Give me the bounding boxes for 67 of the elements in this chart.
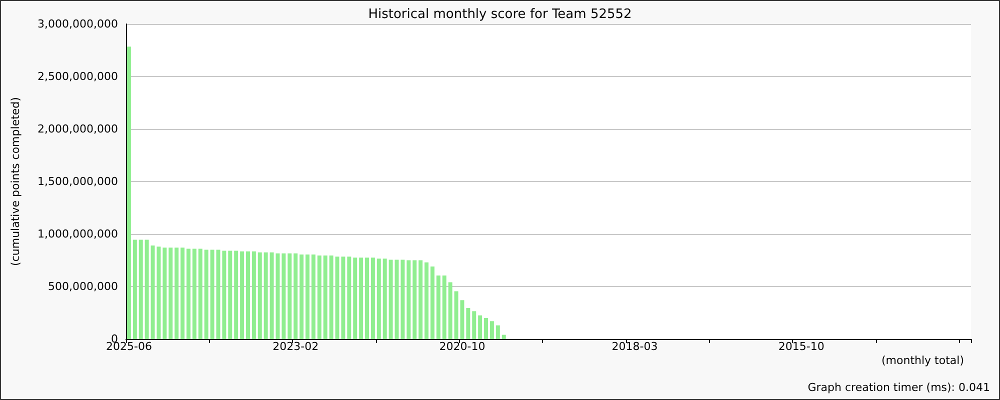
y-tick-label: 2,000,000,000 — [38, 122, 118, 136]
bar — [472, 311, 476, 339]
bar — [180, 248, 185, 339]
bar — [300, 254, 304, 339]
bar — [246, 251, 250, 339]
bar — [317, 256, 322, 339]
bar — [174, 248, 179, 339]
x-tick-label: 2023-02 — [272, 340, 319, 353]
chart-title: Historical monthly score for Team 52552 — [368, 7, 632, 22]
x-axis-title: (monthly total) — [882, 354, 964, 367]
bar — [132, 240, 137, 339]
bar — [347, 256, 352, 339]
bar — [484, 318, 488, 339]
bar — [306, 254, 310, 339]
bar — [264, 252, 268, 339]
bar — [436, 275, 440, 339]
bar — [204, 250, 208, 339]
y-tick-label: 2,500,000,000 — [38, 70, 118, 83]
bar — [341, 256, 346, 339]
bar — [370, 258, 375, 339]
bar — [162, 248, 167, 339]
bar — [376, 258, 381, 339]
bar — [282, 253, 286, 339]
bar — [502, 334, 506, 339]
bar — [323, 256, 328, 339]
bar — [222, 250, 226, 339]
bar — [406, 260, 411, 339]
bar — [234, 250, 238, 339]
bar — [496, 325, 500, 339]
bar — [388, 260, 393, 339]
bar — [144, 240, 149, 339]
bar — [258, 252, 262, 339]
bar — [138, 240, 143, 339]
bar — [490, 321, 494, 339]
y-tick-label: 500,000,000 — [48, 280, 118, 293]
text: Graph creation timer (ms): 0.041 — [808, 381, 990, 394]
bar — [466, 308, 470, 339]
bar — [294, 253, 298, 339]
bar — [365, 258, 369, 339]
bar — [198, 248, 202, 339]
bar — [448, 282, 452, 339]
x-tick-label: 2020-10 — [439, 340, 486, 353]
bar — [126, 46, 131, 339]
bar — [168, 248, 173, 339]
bar — [424, 262, 429, 339]
bar — [418, 260, 423, 339]
bar — [252, 251, 256, 339]
bar — [478, 315, 482, 339]
x-tick-label: 2018-03 — [612, 340, 658, 353]
y-axis-title: (cumulative points completed) — [9, 97, 22, 266]
bar — [192, 248, 196, 339]
bar — [228, 250, 232, 339]
y-tick-label: 1,000,000,000 — [38, 228, 118, 240]
bar — [442, 275, 446, 339]
bar — [412, 260, 417, 339]
y-tick-label: 3,000,000,000 — [38, 18, 118, 30]
bar — [186, 248, 190, 339]
bar — [430, 266, 434, 339]
bar — [240, 251, 244, 339]
bar — [288, 253, 292, 339]
bar — [382, 258, 387, 339]
bar — [359, 258, 364, 339]
bar — [311, 254, 316, 339]
x-tick-label: 2015-10 — [778, 340, 824, 353]
bar — [329, 256, 334, 339]
bar — [353, 258, 358, 339]
y-tick-label: 1,500,000,000 — [38, 175, 118, 188]
